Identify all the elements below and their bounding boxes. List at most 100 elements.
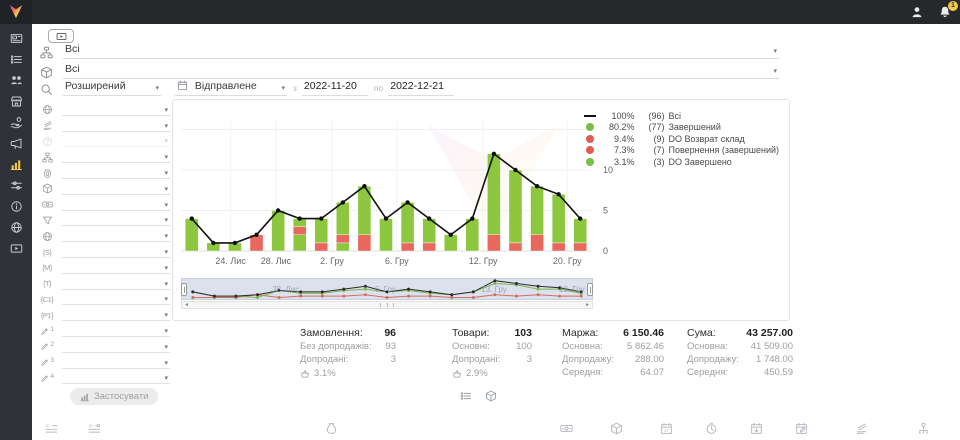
filter-select-7[interactable]: ▾: [62, 214, 170, 227]
source-select[interactable]: Всі ▾: [63, 43, 779, 59]
scrollbar-grip[interactable]: [380, 303, 394, 307]
sidebar-item-chart[interactable]: [6, 158, 26, 171]
bar-segment[interactable]: [551, 194, 566, 244]
filter-select-9[interactable]: ▾: [62, 246, 170, 259]
filter-select-1[interactable]: ▾: [62, 120, 170, 132]
navigator-right-handle[interactable]: [587, 283, 593, 296]
toolbar-layers-button[interactable]: [855, 422, 868, 435]
sidebar-item-store[interactable]: [6, 95, 26, 108]
filter-select-14[interactable]: ▾: [62, 325, 170, 338]
toolbar-id-list-button[interactable]: [45, 422, 58, 435]
line-point[interactable]: [470, 216, 475, 221]
line-point[interactable]: [383, 216, 389, 221]
bar-segment[interactable]: [551, 242, 566, 252]
toolbar-calendar-down-button[interactable]: [750, 422, 763, 435]
date-field-select[interactable]: Відправлене ▾: [175, 80, 287, 96]
legend-item[interactable]: 80.2% (77) Завершений: [582, 122, 779, 134]
bar-segment[interactable]: [444, 234, 458, 252]
line-point[interactable]: [340, 200, 346, 205]
bar-segment[interactable]: [292, 234, 307, 252]
date-to-input[interactable]: 2022-12-21: [388, 80, 455, 96]
filter-select-11[interactable]: ▾: [62, 278, 170, 290]
filter-select-13[interactable]: ▾: [62, 309, 170, 322]
filter-select-6[interactable]: ▾: [62, 199, 170, 211]
scroll-left-arrow[interactable]: ◄: [184, 302, 189, 308]
toolbar-person-sitemap-button[interactable]: [917, 422, 930, 435]
toolbar-calendar-edit-button[interactable]: [795, 422, 808, 435]
bar-segment[interactable]: [530, 234, 544, 252]
toolbar-banknote-button[interactable]: [560, 422, 573, 435]
legend-item[interactable]: 9.4% (9) DO Возврат склад: [582, 133, 779, 145]
bar-segment[interactable]: [508, 242, 523, 252]
toolbar-clock-button[interactable]: [705, 422, 718, 435]
app-logo[interactable]: [0, 0, 32, 24]
bar-segment[interactable]: [314, 242, 328, 252]
apply-button[interactable]: Застосувати: [70, 388, 159, 405]
bar-segment[interactable]: [465, 218, 480, 252]
bar-segment[interactable]: [336, 234, 350, 244]
bar-segment[interactable]: [314, 218, 328, 244]
bar-segment[interactable]: [573, 242, 587, 252]
search-mode-select[interactable]: Розширений ▾: [63, 80, 161, 96]
filter-select-3[interactable]: ▾: [62, 151, 170, 164]
filter-select-8[interactable]: ▾: [62, 230, 170, 243]
line-point[interactable]: [254, 232, 259, 237]
sidebar-item-list[interactable]: [6, 53, 26, 66]
filter-select-15[interactable]: ▾: [62, 341, 170, 353]
user-avatar-icon[interactable]: [910, 5, 924, 19]
legend-item[interactable]: 7.3% (7) Повернення (завершений): [582, 145, 779, 157]
line-point[interactable]: [426, 216, 432, 221]
sidebar-item-info[interactable]: [6, 200, 26, 213]
filter-select-12[interactable]: ▾: [62, 293, 170, 306]
line-point[interactable]: [513, 167, 518, 173]
bar-segment[interactable]: [422, 242, 436, 252]
toolbar-package-button[interactable]: [610, 422, 623, 435]
line-point[interactable]: [211, 240, 216, 246]
orders-chart[interactable]: 0 5 10 24. Лис 28. Лис 2. Гру 6. Гру 12. Гру 20.…: [181, 104, 651, 276]
filter-select-4[interactable]: ▾: [62, 167, 170, 180]
legend-item[interactable]: 100% (96) Всі: [582, 110, 779, 122]
bar-segment[interactable]: [336, 242, 350, 252]
bar-segment[interactable]: [400, 202, 415, 244]
scroll-right-arrow[interactable]: ►: [585, 302, 590, 308]
bar-segment[interactable]: [508, 169, 523, 244]
filter-select-0[interactable]: ▾: [62, 104, 170, 116]
bar-segment[interactable]: [357, 234, 372, 252]
line-point[interactable]: [362, 184, 367, 189]
filter-select-5[interactable]: ▾: [62, 183, 170, 195]
filter-select-16[interactable]: ▾: [62, 357, 170, 369]
sidebar-item-hand[interactable]: [6, 116, 26, 129]
navigator-left-handle[interactable]: [181, 283, 187, 296]
line-point[interactable]: [556, 192, 561, 197]
date-from-input[interactable]: 2022-11-20: [301, 80, 368, 96]
bar-segment[interactable]: [292, 226, 307, 235]
sidebar-item-sliders[interactable]: [6, 179, 26, 192]
bar-segment[interactable]: [336, 202, 350, 236]
bar-segment[interactable]: [379, 218, 393, 252]
product-select[interactable]: Всі ▾: [63, 63, 779, 79]
toolbar-jar-button[interactable]: [325, 422, 338, 435]
sidebar-item-users[interactable]: [6, 74, 26, 87]
line-point[interactable]: [491, 151, 497, 156]
view-toggle-package[interactable]: [485, 390, 497, 402]
sidebar-item-card[interactable]: [6, 32, 26, 45]
bar-segment[interactable]: [487, 234, 501, 252]
line-point[interactable]: [534, 184, 540, 189]
sidebar-item-world[interactable]: [6, 221, 26, 234]
filter-select-17[interactable]: ▾: [62, 372, 170, 385]
legend-item[interactable]: 3.1% (3) DO Завершено: [582, 156, 779, 168]
sidebar-item-megaphone[interactable]: [6, 137, 26, 150]
line-point[interactable]: [297, 216, 302, 221]
run-report-button[interactable]: [48, 29, 74, 43]
view-toggle-list[interactable]: [460, 390, 472, 402]
line-point[interactable]: [405, 200, 410, 205]
notifications-button[interactable]: 1: [938, 1, 958, 19]
line-point[interactable]: [448, 232, 453, 237]
line-point[interactable]: [275, 208, 281, 213]
toolbar-calendar-17-button[interactable]: [660, 422, 673, 435]
bar-segment[interactable]: [400, 242, 415, 252]
line-point[interactable]: [319, 216, 324, 221]
line-point[interactable]: [578, 216, 583, 221]
sidebar-item-playbox[interactable]: [6, 242, 26, 255]
toolbar-id-list2-button[interactable]: [88, 422, 101, 435]
